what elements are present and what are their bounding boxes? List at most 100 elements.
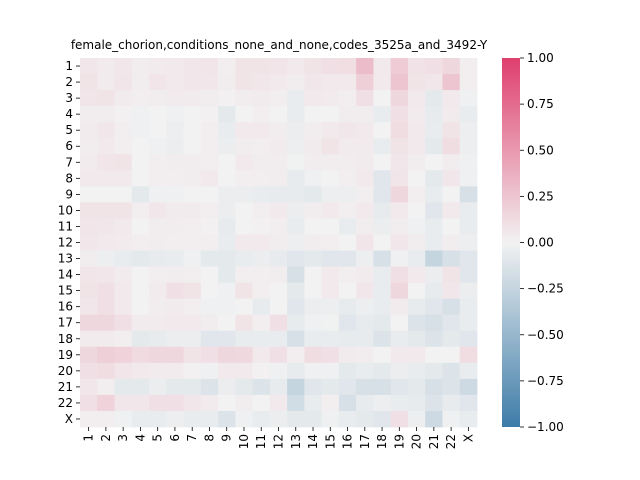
heatmap-cell-16-20 (407, 298, 426, 316)
x-tick-label: 4 (133, 434, 147, 442)
heatmap-cell-11-9 (218, 218, 236, 235)
heatmap-cell-17-19 (390, 314, 409, 332)
heatmap-cell-X-3 (114, 410, 133, 428)
heatmap-cell-12-12 (269, 234, 288, 251)
heatmap-cell-22-4 (131, 394, 150, 412)
y-tick-label: 7 (65, 155, 73, 169)
heatmap-cell-6-12 (269, 138, 288, 155)
heatmap-cell-2-19 (390, 74, 409, 91)
heatmap-cell-4-20 (407, 106, 426, 123)
heatmap-cell-3-10 (235, 90, 254, 107)
y-tick-label: 9 (65, 187, 73, 201)
heatmap-cell-2-8 (200, 74, 219, 91)
heatmap-cell-18-4 (131, 330, 150, 348)
heatmap-cell-4-14 (304, 106, 323, 123)
heatmap-cell-12-17 (356, 234, 374, 251)
heatmap-cell-20-20 (407, 362, 426, 380)
heatmap-cell-5-X (459, 122, 478, 139)
heatmap-cell-X-21 (425, 410, 443, 428)
heatmap-cell-14-2 (97, 266, 115, 284)
heatmap-cell-21-7 (183, 378, 202, 396)
heatmap-cell-2-9 (218, 74, 236, 91)
heatmap-cell-1-7 (183, 58, 202, 75)
heatmap-cell-11-16 (338, 218, 357, 235)
heatmap-cell-5-16 (338, 122, 357, 139)
heatmap-cell-13-2 (97, 250, 115, 267)
heatmap-cell-14-18 (373, 266, 392, 284)
heatmap-cell-14-12 (269, 266, 288, 284)
heatmap-cell-3-2 (97, 90, 115, 107)
heatmap-cell-8-4 (131, 170, 150, 187)
heatmap-cell-18-2 (97, 330, 115, 348)
heatmap-cell-9-8 (200, 186, 219, 203)
x-tick-label: 10 (237, 434, 251, 449)
heatmap-cell-11-11 (252, 218, 271, 235)
heatmap-cell-20-21 (425, 362, 443, 380)
heatmap-cell-14-1 (80, 266, 98, 284)
heatmap-cell-16-21 (425, 298, 443, 316)
heatmap-cell-9-11 (252, 186, 271, 203)
heatmap-cell-17-X (459, 314, 478, 332)
heatmap-cell-2-4 (131, 74, 150, 91)
heatmap-cell-21-5 (149, 378, 167, 396)
heatmap-cell-9-1 (80, 186, 98, 203)
heatmap-cell-7-18 (373, 154, 392, 171)
heatmap-cell-10-11 (252, 202, 271, 219)
heatmap-cell-19-8 (200, 346, 219, 364)
heatmap-cell-2-10 (235, 74, 254, 91)
heatmap-cell-20-10 (235, 362, 254, 380)
heatmap-cell-7-22 (442, 154, 461, 171)
heatmap-cell-11-5 (149, 218, 167, 235)
heatmap-cell-17-16 (338, 314, 357, 332)
heatmap-cell-16-10 (235, 298, 254, 316)
heatmap-cell-6-17 (356, 138, 374, 155)
heatmap-cell-X-14 (304, 410, 323, 428)
heatmap-cell-9-20 (407, 186, 426, 203)
heatmap-cell-3-13 (287, 90, 305, 107)
heatmap-cell-13-18 (373, 250, 392, 267)
heatmap-cell-3-1 (80, 90, 98, 107)
heatmap-cell-13-11 (252, 250, 271, 267)
heatmap-cell-21-3 (114, 378, 133, 396)
heatmap-cell-3-X (459, 90, 478, 107)
heatmap-cell-3-7 (183, 90, 202, 107)
heatmap-cell-19-5 (149, 346, 167, 364)
heatmap-cell-21-9 (218, 378, 236, 396)
heatmap-cell-12-22 (442, 234, 461, 251)
heatmap-cell-8-9 (218, 170, 236, 187)
heatmap-cell-8-12 (269, 170, 288, 187)
heatmap-cell-9-4 (131, 186, 150, 203)
colorbar-tick-label: 0.50 (527, 143, 554, 157)
heatmap-cell-20-19 (390, 362, 409, 380)
heatmap-cell-7-9 (218, 154, 236, 171)
heatmap-cell-17-17 (356, 314, 374, 332)
heatmap-cell-13-14 (304, 250, 323, 267)
heatmap-cell-4-22 (442, 106, 461, 123)
heatmap-cell-19-11 (252, 346, 271, 364)
heatmap-cell-7-19 (390, 154, 409, 171)
heatmap-cell-17-9 (218, 314, 236, 332)
heatmap-cell-22-13 (287, 394, 305, 412)
heatmap-cell-18-3 (114, 330, 133, 348)
heatmap-cell-8-14 (304, 170, 323, 187)
heatmap-cell-6-15 (321, 138, 340, 155)
heatmap-cell-X-19 (390, 410, 409, 428)
heatmap-cell-20-17 (356, 362, 374, 380)
heatmap-cell-9-17 (356, 186, 374, 203)
heatmap-cell-7-13 (287, 154, 305, 171)
heatmap-cell-22-10 (235, 394, 254, 412)
y-tick-label: 5 (65, 123, 73, 137)
heatmap-cell-1-1 (80, 58, 98, 75)
heatmap-cell-3-8 (200, 90, 219, 107)
heatmap-cell-19-3 (114, 346, 133, 364)
heatmap-cell-17-13 (287, 314, 305, 332)
heatmap-cell-3-3 (114, 90, 133, 107)
heatmap-cell-18-X (459, 330, 478, 348)
heatmap-cell-16-19 (390, 298, 409, 316)
heatmap-cell-20-13 (287, 362, 305, 380)
heatmap-cell-10-19 (390, 202, 409, 219)
heatmap-cell-14-7 (183, 266, 202, 284)
y-tick-label: 3 (65, 91, 73, 105)
x-tick-label: 13 (289, 434, 303, 449)
heatmap-cell-16-1 (80, 298, 98, 316)
